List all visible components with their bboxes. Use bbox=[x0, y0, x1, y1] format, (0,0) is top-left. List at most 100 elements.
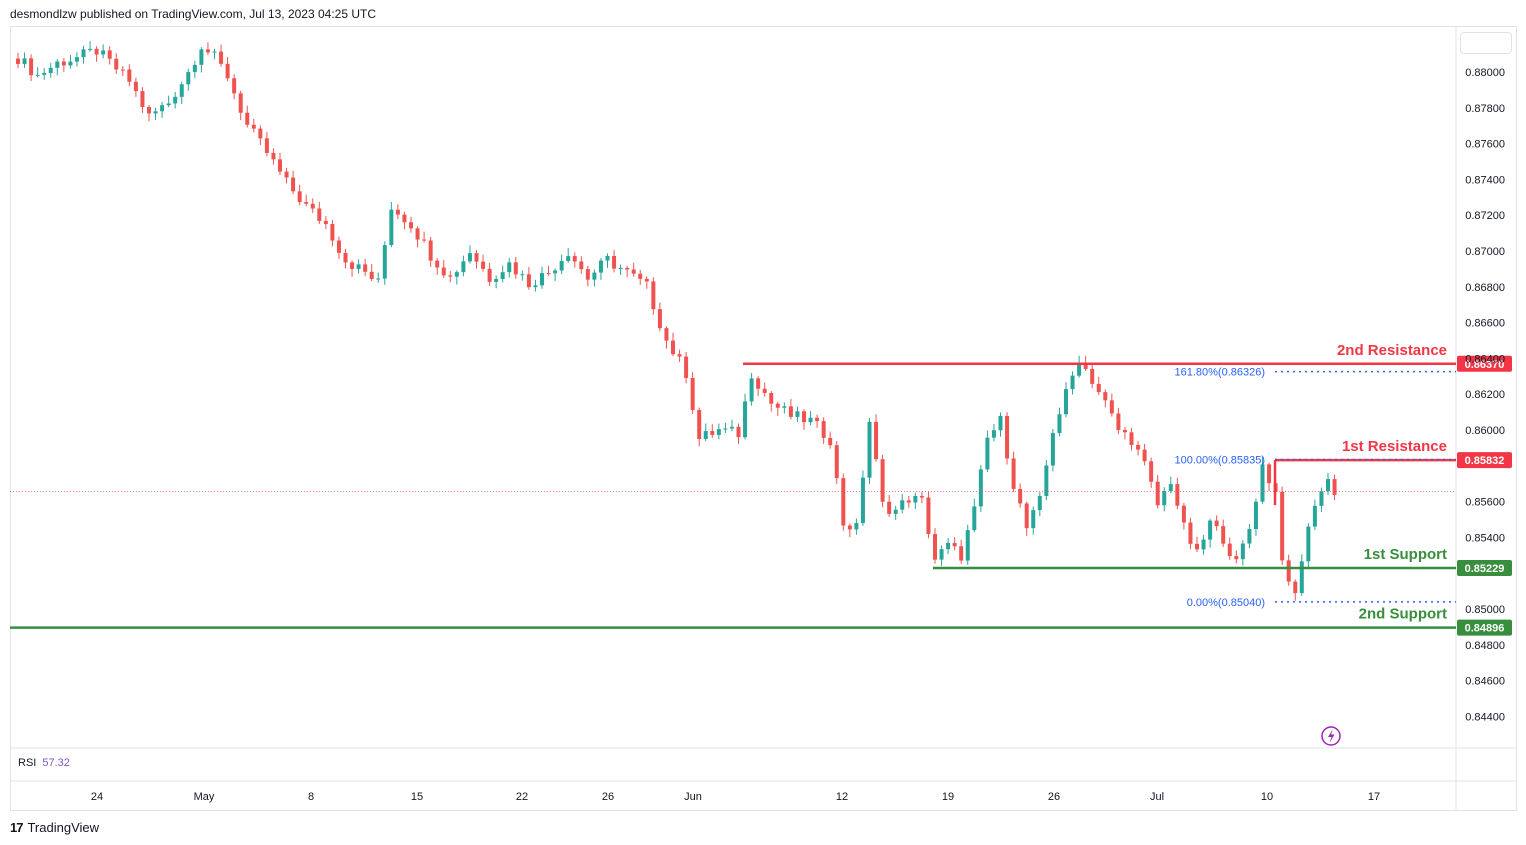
price-axis[interactable]: 0.88000 0.87800 0.87600 0.87400 0.87200 0.870… bbox=[1465, 67, 1505, 723]
candle-body bbox=[651, 281, 656, 310]
candle bbox=[1195, 536, 1199, 553]
chart-settings-box[interactable] bbox=[1460, 32, 1512, 54]
candle-body bbox=[880, 459, 885, 502]
candle-body bbox=[1064, 389, 1068, 415]
candle bbox=[304, 194, 309, 207]
candle bbox=[651, 277, 656, 315]
candle-body bbox=[55, 61, 60, 68]
candle bbox=[1005, 412, 1010, 465]
price-tick-label: 0.84400 bbox=[1465, 711, 1505, 723]
candle bbox=[723, 422, 728, 434]
candle-body bbox=[788, 406, 793, 417]
candle bbox=[1031, 506, 1036, 535]
candle-body bbox=[815, 417, 820, 422]
candle-body bbox=[540, 273, 544, 286]
candle bbox=[467, 245, 472, 264]
candle-body bbox=[101, 50, 106, 55]
candle bbox=[716, 423, 721, 440]
candle bbox=[657, 302, 662, 332]
time-axis[interactable]: 24 May 8 15 22 26 Jun 12 19 26 Jul 10 17 bbox=[91, 791, 1380, 803]
candle bbox=[395, 204, 400, 220]
candle bbox=[1253, 498, 1258, 536]
candle bbox=[133, 77, 138, 97]
candle bbox=[900, 494, 905, 514]
candle bbox=[631, 262, 636, 277]
brand-name: TradingView bbox=[27, 820, 100, 835]
2nd-support-price: 0.84896 bbox=[1465, 623, 1505, 635]
candle bbox=[828, 431, 833, 449]
candle-body bbox=[350, 262, 355, 269]
candle bbox=[1306, 523, 1311, 568]
candle bbox=[559, 254, 564, 274]
candle-body bbox=[959, 546, 964, 561]
price-tick-label: 0.87000 bbox=[1465, 246, 1505, 258]
lightning-icon[interactable] bbox=[1321, 726, 1341, 746]
candle-body bbox=[802, 411, 806, 423]
candle bbox=[1299, 554, 1304, 596]
candle bbox=[343, 248, 348, 269]
candle bbox=[1142, 443, 1147, 466]
candle bbox=[684, 352, 689, 384]
candle-body bbox=[1312, 505, 1317, 527]
candle bbox=[81, 45, 86, 64]
candle bbox=[546, 265, 551, 276]
candle-body bbox=[114, 58, 119, 70]
candle bbox=[782, 402, 787, 414]
candle-body bbox=[939, 549, 944, 560]
candle-body bbox=[697, 410, 702, 439]
candle-body bbox=[284, 171, 289, 178]
candle-body bbox=[238, 93, 243, 113]
candle-body bbox=[467, 253, 472, 262]
price-tick-label: 0.85400 bbox=[1465, 532, 1505, 544]
candle-body bbox=[382, 245, 387, 279]
candle bbox=[834, 441, 839, 484]
candle bbox=[893, 505, 898, 520]
candle-body bbox=[644, 278, 649, 282]
candle-body bbox=[1142, 449, 1147, 462]
candle-body bbox=[657, 309, 662, 329]
candle-body bbox=[16, 58, 20, 64]
candle bbox=[356, 259, 361, 274]
2nd-support-label: 2nd Support bbox=[1359, 606, 1447, 623]
candle bbox=[264, 132, 269, 157]
candle-body bbox=[225, 63, 230, 79]
candle bbox=[428, 237, 433, 267]
candle bbox=[1240, 540, 1245, 566]
candle-body bbox=[893, 509, 898, 514]
candle bbox=[153, 107, 158, 120]
candle-body bbox=[860, 477, 865, 524]
candle-body bbox=[88, 48, 93, 50]
candle bbox=[74, 52, 79, 67]
candle bbox=[494, 275, 499, 289]
candle bbox=[946, 537, 951, 555]
candle bbox=[972, 498, 977, 533]
candle-body bbox=[415, 228, 420, 240]
candle bbox=[127, 64, 132, 87]
rsi-value: 57.32 bbox=[42, 757, 70, 769]
candle-body bbox=[1201, 539, 1206, 550]
candle bbox=[618, 264, 623, 275]
candle-body bbox=[336, 240, 341, 253]
candle bbox=[1162, 487, 1167, 512]
candle bbox=[1175, 477, 1180, 510]
candle-body bbox=[441, 267, 446, 276]
tradingview-brand[interactable]: 17 TradingView bbox=[10, 820, 99, 835]
candle-body bbox=[304, 202, 309, 204]
price-tick-label: 0.87200 bbox=[1465, 210, 1505, 222]
candle-body bbox=[1057, 414, 1062, 434]
candle-body bbox=[1037, 495, 1042, 511]
candle-body bbox=[1116, 413, 1121, 430]
candle-body bbox=[1050, 433, 1055, 466]
candle-body bbox=[127, 69, 132, 82]
candle bbox=[271, 148, 276, 165]
candle bbox=[572, 252, 577, 268]
candle bbox=[690, 371, 695, 414]
rsi-indicator[interactable]: RSI 57.32 bbox=[18, 757, 70, 769]
candle-body bbox=[179, 84, 184, 97]
candle-body bbox=[48, 67, 53, 73]
price-tick-label: 0.86400 bbox=[1465, 353, 1505, 365]
candle-body bbox=[1129, 432, 1134, 445]
candle-body bbox=[22, 58, 27, 64]
candle-body bbox=[965, 530, 970, 561]
